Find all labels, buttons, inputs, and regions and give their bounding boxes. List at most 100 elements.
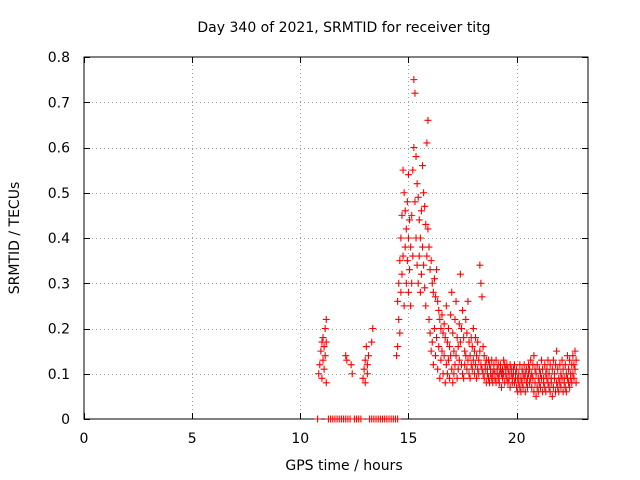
data-point [440,352,448,360]
data-point [320,343,328,351]
x-tick-label: 10 [291,431,309,447]
data-point [413,261,421,269]
data-point [322,315,330,323]
data-point [369,325,377,332]
x-tick-label: 5 [188,431,197,447]
data-point [452,297,460,305]
data-point [395,279,403,287]
x-tick-labels: 0 5 10 15 20 [80,431,526,447]
data-point [572,356,580,364]
data-point [461,361,469,369]
data-point [394,343,402,351]
data-point [478,293,486,301]
data-point [450,370,458,378]
data-point [434,297,442,305]
data-point [446,343,454,351]
data-point [475,356,483,364]
data-point [456,270,464,278]
data-point [570,374,578,382]
data-point [566,383,574,391]
data-point [364,352,372,360]
data-point [420,261,428,269]
y-tick-label: 0.1 [48,367,70,383]
data-point [460,334,468,342]
data-point [454,343,462,351]
y-tick-labels: 0 0.1 0.2 0.3 0.4 0.5 0.6 0.7 0.8 [48,50,70,428]
data-point [422,220,430,228]
data-point [429,361,437,369]
data-point [453,374,461,382]
data-point [565,365,573,373]
y-tick-label: 0 [61,412,70,428]
data-point [357,415,365,423]
data-point [441,334,449,342]
data-point [443,338,451,346]
data-point [537,356,545,364]
data-point [457,325,465,332]
y-tick-label: 0.4 [48,231,70,247]
data-point [397,234,405,242]
data-point [442,361,450,369]
data-point [566,356,574,364]
data-point [409,166,417,174]
data-point [477,279,485,287]
data-point [403,198,411,206]
data-point [455,356,463,364]
data-point [497,383,505,391]
data-point [448,365,456,373]
data-point [347,361,355,369]
data-point [456,338,464,346]
data-point [473,352,481,360]
y-tick-label: 0.8 [48,50,70,66]
data-point [422,302,430,310]
data-point [465,338,473,346]
data-point [476,261,484,269]
data-point [428,279,436,287]
data-point [429,288,437,296]
data-point [394,415,402,423]
data-point [453,334,461,342]
data-point [404,234,412,242]
data-point [321,352,329,360]
data-point [415,252,423,260]
data-point [401,207,409,215]
data-point [400,302,408,310]
data-point [468,343,476,351]
data-point [571,347,579,355]
data-point [398,270,406,278]
data-point [438,347,446,355]
data-point [322,338,330,346]
data-point [421,284,429,292]
data-point [314,415,322,423]
data-point [407,302,415,310]
data-point [433,334,441,342]
data-point [426,266,434,274]
data-point [411,198,419,206]
data-point [466,352,474,360]
data-point [419,162,427,170]
grid [84,57,588,419]
data-point [461,347,469,355]
data-point [408,279,416,287]
data-point [492,356,500,364]
data-point [417,207,425,215]
data-point [409,252,417,260]
data-point [413,180,421,188]
data-point [319,334,327,342]
data-point [459,370,467,378]
data-points [314,76,580,423]
data-point [359,374,367,382]
data-point [322,379,330,387]
data-point [569,352,577,360]
data-point [417,270,425,278]
data-point [423,252,431,260]
data-point [532,392,540,400]
data-point [474,338,482,346]
data-point [459,306,467,314]
data-point [437,325,445,332]
data-point [416,234,424,242]
data-point [553,347,561,355]
data-point [426,329,434,337]
data-point [450,347,458,355]
